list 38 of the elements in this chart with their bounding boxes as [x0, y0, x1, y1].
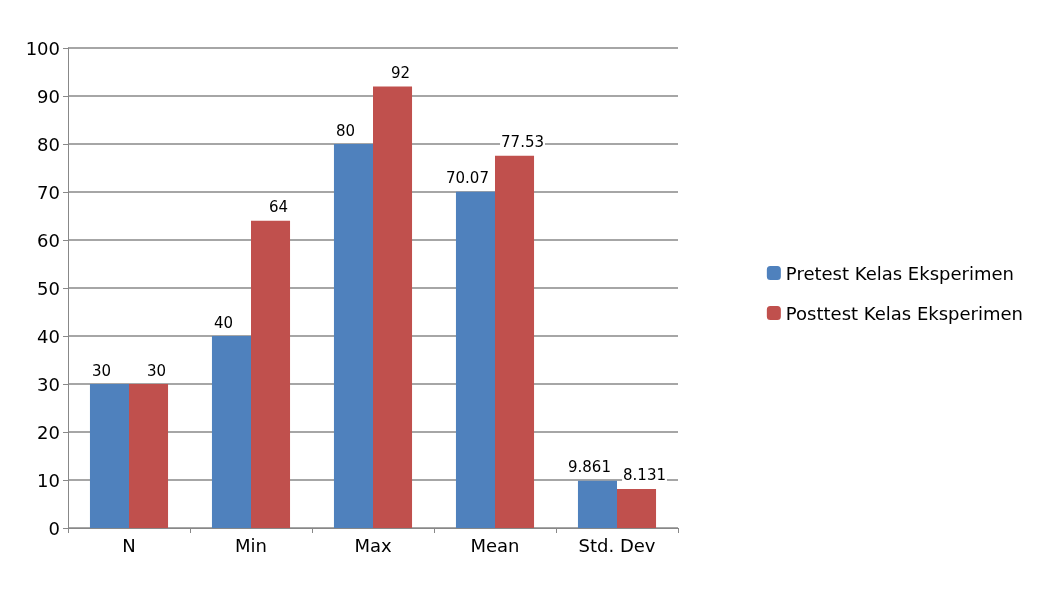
- x-tick-label: Max: [354, 534, 392, 556]
- bar: [617, 488, 657, 528]
- bar: [211, 336, 251, 528]
- bar: [251, 220, 291, 528]
- bar: [89, 384, 129, 528]
- x-tick-label: N: [122, 534, 136, 556]
- legend-label: Pretest Kelas Eksperimen: [785, 262, 1014, 284]
- bar: [455, 191, 495, 528]
- data-label: 77.53: [501, 133, 544, 152]
- data-label: 70.07: [446, 169, 489, 188]
- data-label: 30: [91, 361, 112, 380]
- bar: [373, 86, 413, 528]
- data-label: 80: [335, 121, 356, 140]
- data-label: 30: [146, 361, 167, 380]
- data-label: 8.131: [623, 466, 666, 485]
- data-label: 9.861: [568, 458, 611, 477]
- data-label: 92: [390, 63, 411, 82]
- data-label: 64: [268, 198, 289, 217]
- x-tick-label: Min: [235, 534, 267, 556]
- legend-label: Posttest Kelas Eksperimen: [785, 302, 1023, 324]
- y-tick-label: 80: [37, 133, 60, 155]
- y-tick-label: 20: [37, 421, 60, 443]
- y-tick-label: 10: [37, 469, 60, 491]
- y-tick-label: 100: [25, 37, 60, 59]
- bar: [129, 384, 169, 528]
- y-tick-label: 90: [37, 85, 60, 107]
- data-label: 40: [213, 313, 234, 332]
- y-tick-label: 70: [37, 181, 60, 203]
- x-tick-label: Std. Dev: [578, 534, 656, 556]
- y-tick-label: 0: [48, 517, 60, 539]
- y-tick-label: 30: [37, 373, 60, 395]
- y-tick-label: 50: [37, 277, 60, 299]
- bar: [333, 144, 373, 528]
- y-tick-label: 60: [37, 229, 60, 251]
- bar: [495, 155, 535, 528]
- y-tick-label: 40: [37, 325, 60, 347]
- bar: [577, 480, 617, 528]
- x-tick-label: Mean: [470, 534, 520, 556]
